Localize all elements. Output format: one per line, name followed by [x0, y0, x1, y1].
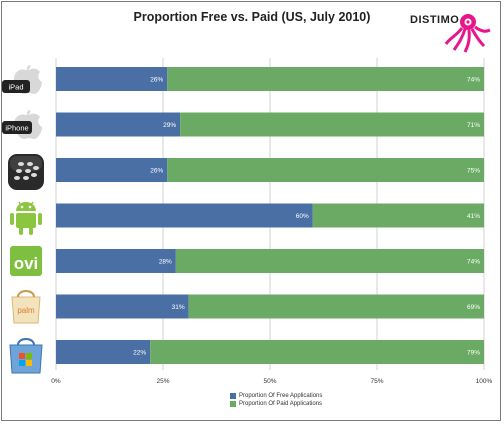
legend-label-free: Proportion Of Free Applications	[239, 393, 323, 399]
bar-segment	[312, 203, 484, 228]
brand-name: DISTIMO	[410, 14, 460, 26]
data-label: 69%	[467, 304, 480, 311]
legend-swatch-free	[230, 393, 236, 399]
legend-item-paid: Proportion Of Paid Applications	[230, 400, 322, 408]
data-label: 74%	[467, 77, 480, 84]
x-tick-label: 25%	[156, 378, 169, 385]
ipad-badge-label: iPad	[8, 83, 23, 92]
bar-segment	[180, 112, 484, 137]
data-label: 28%	[159, 259, 172, 266]
bar-segment	[188, 294, 484, 319]
blackberry-logo	[0, 150, 52, 194]
bar-segment	[167, 67, 484, 91]
data-label: 41%	[467, 213, 480, 220]
data-label: 60%	[296, 213, 309, 220]
palm-wordmark: palm	[17, 306, 35, 315]
bar-segment	[167, 158, 484, 182]
legend-swatch-paid	[230, 401, 236, 407]
windows-mobile-logo	[0, 333, 52, 377]
chart-title: Proportion Free vs. Paid (US, July 2010)	[133, 10, 371, 24]
iphone-badge-label: iPhone	[5, 124, 28, 133]
android-logo	[0, 195, 52, 239]
legend-item-free: Proportion Of Free Applications	[230, 392, 322, 400]
data-label: 79%	[467, 350, 480, 357]
bar-segment	[56, 158, 168, 182]
data-label: 71%	[467, 122, 480, 129]
legend: Proportion Of Free Applications Proporti…	[230, 392, 322, 408]
data-label: 29%	[163, 122, 176, 129]
x-tick-label: 0%	[51, 378, 61, 385]
data-label: 31%	[172, 304, 185, 311]
ipad-badge	[2, 80, 30, 93]
palm-logo: palm	[0, 285, 52, 329]
bar-segment	[56, 67, 168, 91]
x-tick-label: 75%	[370, 378, 383, 385]
bar-segment	[56, 249, 176, 273]
data-label: 74%	[467, 259, 480, 266]
brand-logo: DISTIMO	[410, 10, 500, 55]
bar-segment	[150, 340, 484, 364]
ovi-wordmark: ovi	[14, 254, 39, 273]
x-tick-label: 50%	[263, 378, 276, 385]
data-label: 26%	[150, 168, 163, 175]
x-tick-label: 100%	[476, 378, 493, 385]
data-label: 22%	[133, 350, 146, 357]
data-label: 26%	[150, 77, 163, 84]
octopus-icon	[444, 14, 491, 53]
bar-segment	[56, 340, 151, 364]
bar-segment	[56, 294, 189, 319]
data-label: 75%	[467, 168, 480, 175]
ipad-logo: iPad	[0, 62, 52, 106]
iphone-logo: iPhone	[0, 107, 52, 151]
bar-segment	[56, 203, 313, 228]
iphone-badge	[2, 121, 32, 134]
bar-segment	[56, 112, 181, 137]
bar-segment	[175, 249, 484, 273]
legend-label-paid: Proportion Of Paid Applications	[239, 401, 323, 407]
ovi-logo: ovi	[0, 240, 52, 284]
